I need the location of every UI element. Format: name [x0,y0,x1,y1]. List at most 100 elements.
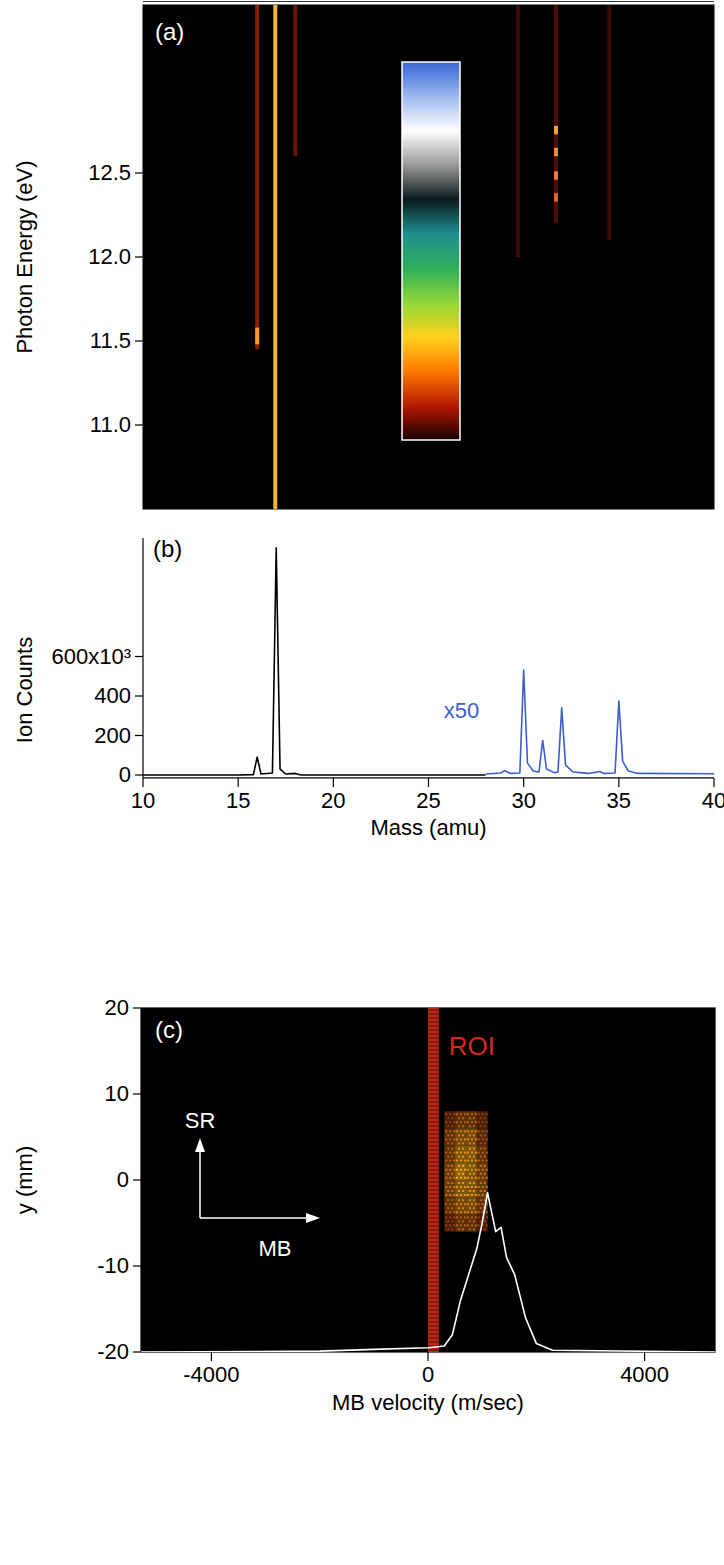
roi-hatch [428,1038,439,1039]
cell-dot [486,1113,488,1115]
cell-dot [473,1165,475,1167]
cell-dot [482,1177,484,1179]
roi-hatch [428,1154,439,1155]
roi-hatch [428,1098,439,1099]
cell-dot [445,1130,447,1132]
roi-hatch [428,1202,439,1203]
cell-dot [486,1169,488,1171]
cell-dot [475,1203,477,1205]
cell-dot [464,1160,466,1162]
cell-dot [469,1199,471,1201]
cell-dot [447,1148,449,1150]
y-tick-label: 12.0 [88,244,131,269]
cell-dot [469,1207,471,1209]
roi-hatch [428,1142,439,1143]
roi-hatch [428,1182,439,1183]
cell-dot [478,1138,480,1140]
cell-dot [478,1160,480,1162]
roi-hatch [428,1094,439,1095]
cell-dot [467,1160,469,1162]
cell-dot [467,1169,469,1171]
cell-dot [469,1165,471,1167]
cell-dot [484,1125,486,1127]
cell-dot [462,1125,464,1127]
cell-dot [484,1182,486,1184]
cell-dot [458,1199,460,1201]
roi-hatch [428,1086,439,1087]
roi-hatch [428,1226,439,1227]
cell-dot [467,1186,469,1188]
cell-dot [467,1177,469,1179]
image-marks [141,1008,715,1352]
cell-dot [451,1148,453,1150]
cell-fill [466,1146,477,1163]
cell-dot [456,1224,458,1226]
roi-hatch [428,1258,439,1259]
image-cell [444,1197,455,1214]
cell-dot [451,1207,453,1209]
cell-dot [473,1173,475,1175]
roi-hatch [428,1294,439,1295]
heatmap-line [554,126,558,134]
roi-hatch [428,1042,439,1043]
cell-dot [451,1165,453,1167]
cell-dot [451,1190,453,1192]
roi-hatch [428,1014,439,1015]
y-tick [135,172,143,173]
x-tick [644,1352,645,1361]
image-cell [466,1180,477,1197]
cell-dot [480,1148,482,1150]
roi-hatch [428,1166,439,1167]
cell-dot [462,1117,464,1119]
roi-hatch [428,1074,439,1075]
cell-dot [453,1203,455,1205]
cell-dot [478,1130,480,1132]
cell-dot [460,1152,462,1154]
cell-dot [460,1186,462,1188]
cell-dot [464,1186,466,1188]
cell-dot [449,1130,451,1132]
cell-dot [447,1207,449,1209]
cell-fill [477,1163,488,1180]
roi-hatch [428,1062,439,1063]
x-tick [333,778,334,787]
heatmap-line [607,5,611,240]
cell-dot [482,1121,484,1123]
roi-hatch [428,1238,439,1239]
arrow-label: MB [259,1236,292,1261]
x-tick-label: 4000 [620,1362,669,1387]
y-tick-label: 0 [119,762,131,787]
cell-dot [458,1228,460,1230]
cell-dot [458,1190,460,1192]
image-cell [466,1146,477,1163]
cell-dot [464,1169,466,1171]
cell-dot [469,1173,471,1175]
cell-dot [469,1156,471,1158]
cell-dot [478,1203,480,1205]
cell-dot [456,1160,458,1162]
roi-hatch [428,1322,439,1323]
heatmap-line [554,5,558,223]
x-tick-label: 35 [607,788,631,813]
roi-hatch [428,1146,439,1147]
cell-dot [473,1182,475,1184]
x-tick-label: 0 [422,1362,434,1387]
roi-hatch [428,1282,439,1283]
top-rule [143,1,714,2]
arrow-sr [199,1150,201,1218]
roi-hatch [428,1130,439,1131]
roi-hatch [428,1302,439,1303]
cell-dot [471,1113,473,1115]
cell-dot [486,1224,488,1226]
cell-dot [482,1138,484,1140]
y-tick [133,1179,141,1180]
cell-dot [462,1165,464,1167]
roi-hatch [428,1050,439,1051]
cell-dot [458,1142,460,1144]
roi-hatch [428,1318,439,1319]
x-tick-label: 10 [131,788,155,813]
image-cell [477,1180,488,1197]
cell-dot [445,1169,447,1171]
cell-fill [455,1163,466,1180]
cell-dot [471,1138,473,1140]
